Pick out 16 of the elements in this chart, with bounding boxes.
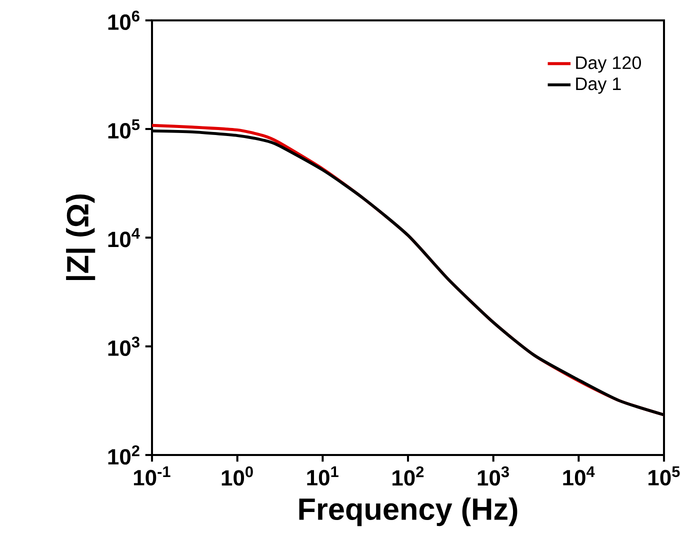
y-axis-title: |Z| (Ω) <box>66 194 96 280</box>
y-tick-label: 10$^{2}$ <box>108 445 140 465</box>
y-tick-label: 10$^{5}$ <box>108 119 140 139</box>
legend-label: Day 1 <box>576 78 621 94</box>
x-axis-title: Frequency (Hz) <box>299 498 518 526</box>
y-tick-label: 10$^{6}$ <box>108 10 140 30</box>
x-tick-label: 10$^{2}$ <box>392 466 424 486</box>
x-tick-label: 10$^{5}$ <box>648 466 680 486</box>
x-tick-label: 10$^{0}$ <box>222 466 253 486</box>
x-tick-label: 10$^{1}$ <box>307 466 338 486</box>
x-tick-label: 10$^{-1}$ <box>134 466 170 486</box>
x-tick-label: 10$^{3}$ <box>478 466 509 486</box>
y-tick-label: 10$^{4}$ <box>108 228 140 248</box>
y-tick-label: 10$^{3}$ <box>108 336 140 356</box>
x-tick-label: 10$^{4}$ <box>563 466 595 486</box>
legend-label: Day 120 <box>576 56 641 73</box>
